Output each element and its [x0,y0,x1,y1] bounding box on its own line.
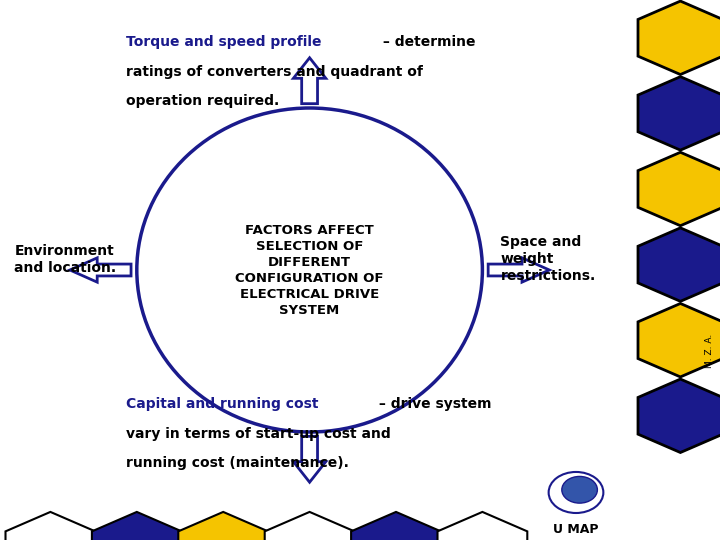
Polygon shape [438,512,527,540]
Text: M. Z. A.: M. Z. A. [705,334,714,368]
Text: Environment
and location.: Environment and location. [14,244,117,275]
Text: operation required.: operation required. [126,94,279,109]
Polygon shape [92,512,181,540]
Text: U MAP: U MAP [553,523,599,536]
Polygon shape [638,228,720,301]
Text: Space and
weight
restrictions.: Space and weight restrictions. [500,235,595,284]
Polygon shape [351,512,441,540]
Text: running cost (maintenance).: running cost (maintenance). [126,456,349,470]
Polygon shape [265,512,354,540]
Text: ratings of converters and quadrant of: ratings of converters and quadrant of [126,65,423,79]
Polygon shape [638,303,720,377]
Polygon shape [638,379,720,453]
Text: Torque and speed profile: Torque and speed profile [126,35,322,49]
Text: Capital and running cost: Capital and running cost [126,397,318,411]
Polygon shape [638,152,720,226]
Polygon shape [638,1,720,75]
Text: – drive system: – drive system [374,397,492,411]
Circle shape [562,476,598,503]
Text: – determine: – determine [378,35,476,49]
Polygon shape [6,512,95,540]
Text: vary in terms of start-up cost and: vary in terms of start-up cost and [126,427,391,441]
Circle shape [549,472,603,513]
Polygon shape [179,512,268,540]
Text: FACTORS AFFECT
SELECTION OF
DIFFERENT
CONFIGURATION OF
ELECTRICAL DRIVE
SYSTEM: FACTORS AFFECT SELECTION OF DIFFERENT CO… [235,224,384,316]
Polygon shape [638,77,720,150]
